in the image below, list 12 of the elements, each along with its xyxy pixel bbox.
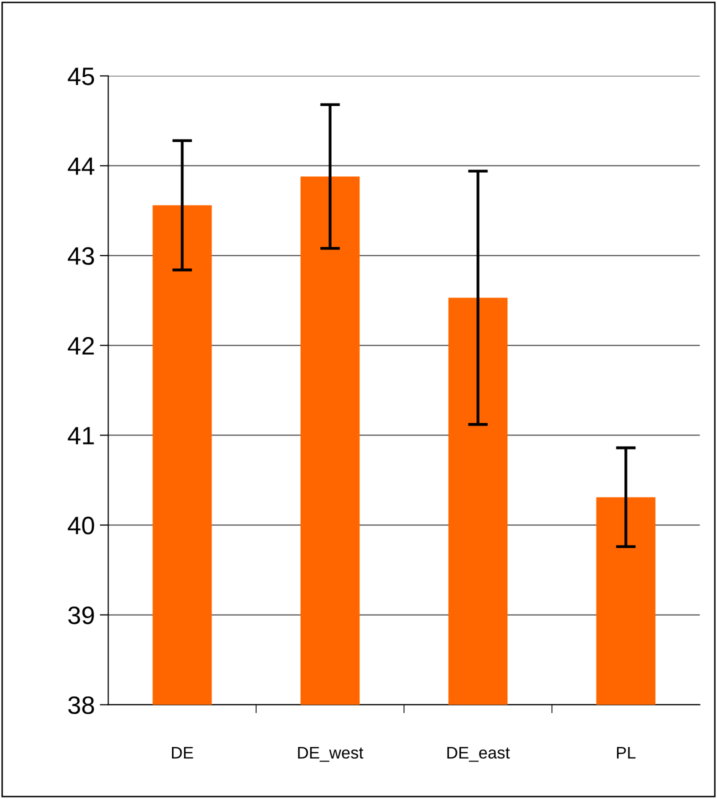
y-tick-label: 45 (68, 68, 94, 86)
y-tick-label: 38 (68, 696, 94, 714)
y-tick-label: 42 (68, 337, 94, 354)
x-tick-label: PL (617, 746, 636, 758)
y-tick-label: 43 (68, 247, 94, 265)
x-tick-label: DE_east (447, 746, 510, 762)
x-tick-label: DE (172, 746, 194, 758)
y-tick-label: 40 (68, 516, 94, 534)
y-tick-label: 39 (68, 606, 94, 624)
y-tick-label: 44 (68, 158, 94, 175)
y-tick-label: 41 (68, 427, 94, 444)
x-tick-label: DE_west (298, 746, 364, 762)
